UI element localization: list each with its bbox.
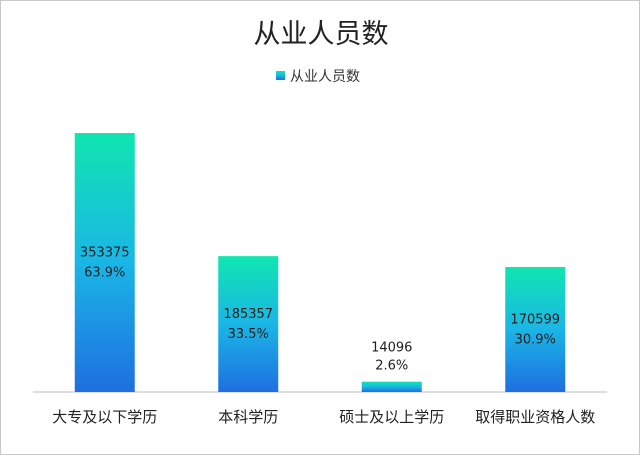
bar-3 xyxy=(505,266,566,392)
legend: 从业人员数 xyxy=(276,69,360,85)
legend-swatch xyxy=(276,71,285,80)
category-labels: 大专及以下学历 本科学历 硕士及以上学历 取得职业资格人数 xyxy=(52,408,595,426)
bar-1 xyxy=(218,256,279,392)
bar-2 xyxy=(361,381,422,392)
bar-0 xyxy=(74,133,135,392)
data-labels: 353375 63.9% 185357 33.5% 14096 2.6% 170599 30.… xyxy=(80,246,560,374)
data-label-percent-2: 2.6% xyxy=(375,359,408,374)
data-label-value-3: 170599 xyxy=(510,312,560,327)
bars xyxy=(74,133,566,392)
data-label-percent-0: 63.9% xyxy=(84,266,125,281)
data-label-value-2: 14096 xyxy=(371,341,412,356)
category-label-0: 大专及以下学历 xyxy=(52,408,157,426)
data-label-percent-3: 30.9% xyxy=(515,332,556,347)
data-label-value-1: 185357 xyxy=(223,307,273,322)
chart-title: 从业人员数 xyxy=(254,19,389,50)
category-label-1: 本科学历 xyxy=(218,408,278,426)
data-label-percent-1: 33.5% xyxy=(228,327,269,342)
legend-entry: 从业人员数 xyxy=(290,69,360,85)
data-label-value-0: 353375 xyxy=(80,246,130,261)
category-label-3: 取得职业资格人数 xyxy=(475,408,595,426)
category-label-2: 硕士及以上学历 xyxy=(339,408,444,426)
